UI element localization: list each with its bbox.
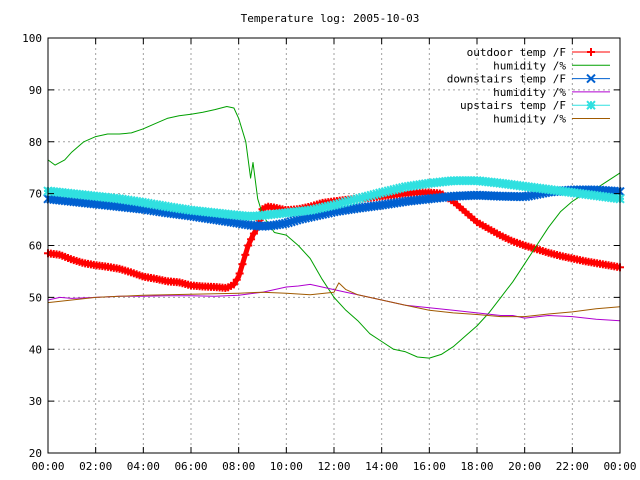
grid	[48, 38, 620, 453]
x-tick-label: 10:00	[270, 460, 303, 473]
data-point	[238, 260, 247, 269]
legend-marker	[587, 48, 595, 56]
data-point	[241, 250, 250, 259]
series-line	[47, 106, 621, 359]
x-tick-label: 06:00	[174, 460, 207, 473]
legend-item: humidity /%	[493, 113, 610, 126]
x-tick-label: 04:00	[127, 460, 160, 473]
legend-label: upstairs temp /F	[460, 99, 566, 112]
legend-label: humidity /%	[493, 86, 566, 99]
series-line	[47, 282, 621, 318]
legend-label: humidity /%	[493, 59, 566, 72]
data-point	[249, 229, 258, 238]
x-tick-label: 16:00	[413, 460, 446, 473]
series-2	[43, 185, 625, 232]
data-point	[235, 269, 244, 278]
data-point	[244, 241, 253, 250]
y-tick-label: 70	[29, 188, 42, 201]
legend-item: humidity /%	[493, 59, 610, 72]
legend-marker	[586, 100, 596, 110]
y-tick-label: 80	[29, 136, 42, 149]
series-line	[47, 283, 621, 322]
legend-item: outdoor temp /F	[467, 46, 610, 59]
x-tick-label: 20:00	[508, 460, 541, 473]
y-tick-label: 90	[29, 84, 42, 97]
series-4	[43, 175, 625, 222]
legend-item: downstairs temp /F	[447, 73, 610, 86]
data-point	[232, 275, 241, 284]
y-tick-label: 60	[29, 240, 42, 253]
data-point	[247, 235, 256, 244]
y-tick-label: 100	[22, 32, 42, 45]
legend-item: humidity /%	[493, 86, 610, 99]
series-3	[47, 283, 621, 322]
x-tick-label: 02:00	[79, 460, 112, 473]
x-tick-label: 18:00	[460, 460, 493, 473]
series-1	[47, 106, 621, 359]
legend-label: outdoor temp /F	[467, 46, 566, 59]
plot-area	[43, 106, 625, 359]
x-tick-label: 00:00	[31, 460, 64, 473]
y-tick-label: 20	[29, 447, 42, 460]
axes: 00:00 02:00 04:00 06:00 08:00 10:00 12:00 14:00…	[22, 32, 636, 473]
legend-item: upstairs temp /F	[460, 99, 610, 112]
series-5	[47, 282, 621, 318]
data-point	[229, 280, 238, 289]
x-tick-label: 22:00	[556, 460, 589, 473]
legend-marker	[586, 73, 596, 84]
x-tick-label: 00:00	[603, 460, 636, 473]
chart-title: Temperature log: 2005-10-03	[241, 12, 420, 25]
x-tick-label: 12:00	[317, 460, 350, 473]
legend-label: downstairs temp /F	[447, 73, 566, 86]
y-tick-label: 50	[29, 291, 42, 304]
y-tick-label: 30	[29, 395, 42, 408]
x-tick-label: 14:00	[365, 460, 398, 473]
legend-label: humidity /%	[493, 113, 566, 126]
y-tick-label: 40	[29, 343, 42, 356]
x-tick-label: 08:00	[222, 460, 255, 473]
